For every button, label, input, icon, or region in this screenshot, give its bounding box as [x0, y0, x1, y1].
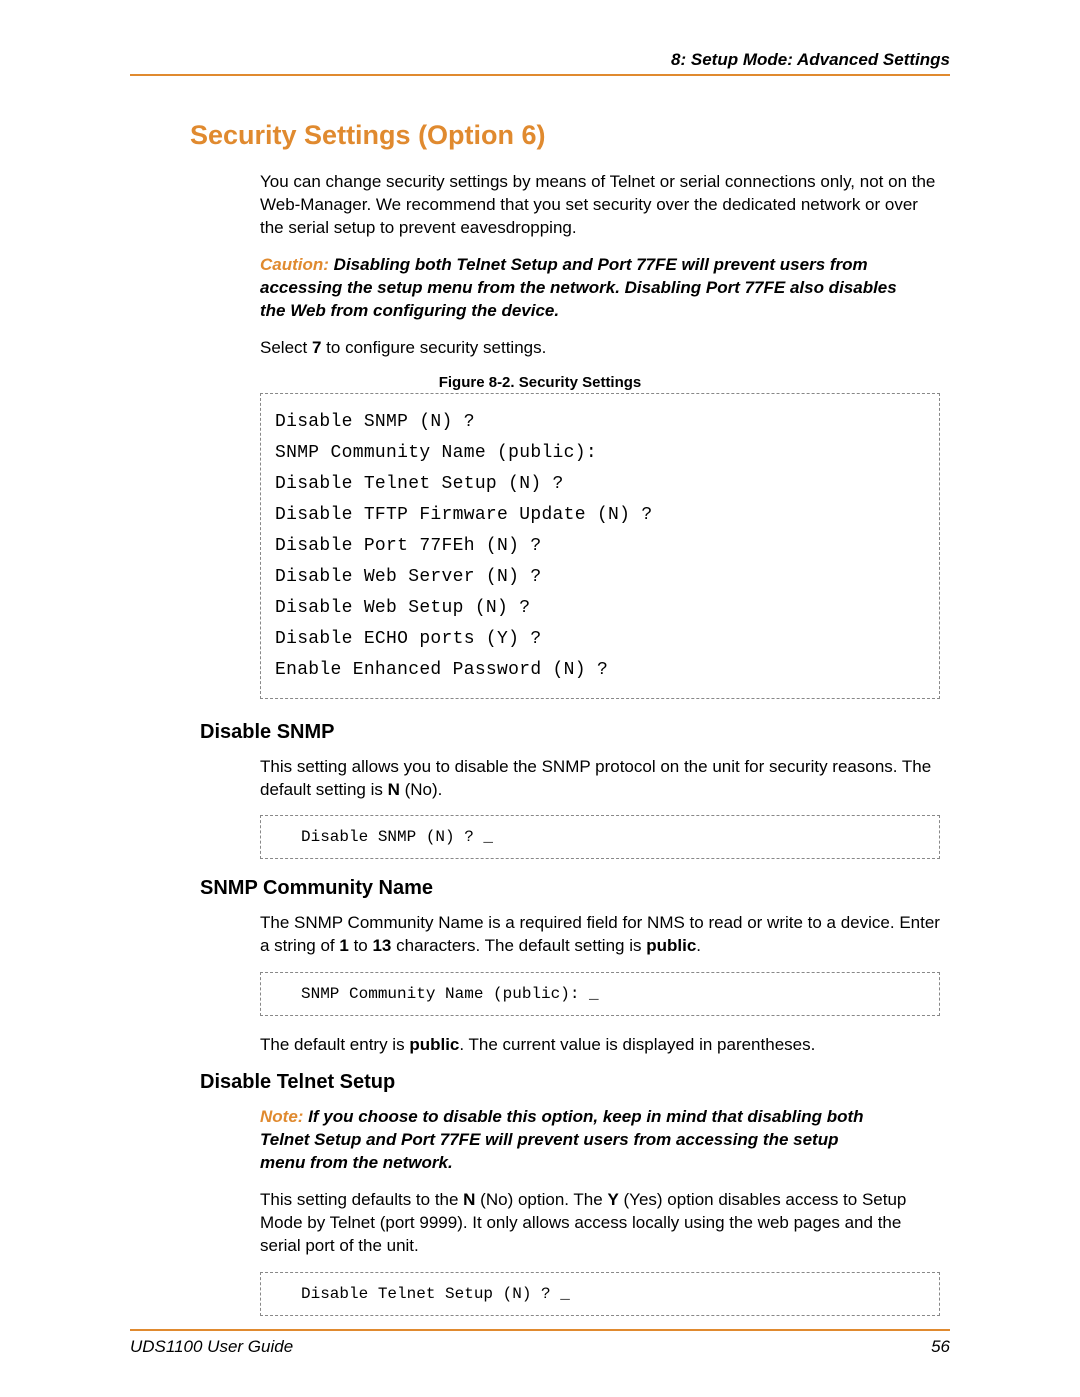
- figure-line: Disable Port 77FEh (N) ?: [275, 536, 921, 556]
- figure-line: SNMP Community Name (public):: [275, 443, 921, 463]
- figure-caption: Figure 8-2. Security Settings: [130, 374, 950, 391]
- prompt-disable-snmp: Disable SNMP (N) ? _: [260, 815, 940, 859]
- text: . The current value is displayed in pare…: [459, 1035, 815, 1054]
- select-instruction: Select 7 to configure security settings.: [260, 337, 940, 360]
- text: This setting defaults to the: [260, 1190, 463, 1209]
- intro-paragraph: You can change security settings by mean…: [260, 171, 940, 240]
- text: .: [696, 936, 701, 955]
- note-text: If you choose to disable this option, ke…: [260, 1107, 864, 1172]
- text: (No) option. The: [475, 1190, 607, 1209]
- bold-n: N: [463, 1190, 475, 1209]
- document-page: 8: Setup Mode: Advanced Settings Securit…: [0, 0, 1080, 1397]
- figure-line: Disable ECHO ports (Y) ?: [275, 629, 921, 649]
- text: (No).: [400, 780, 443, 799]
- subheading-disable-snmp: Disable SNMP: [200, 721, 950, 744]
- bold-1: 1: [339, 936, 348, 955]
- disable-snmp-para: This setting allows you to disable the S…: [260, 756, 940, 802]
- figure-line: Disable Telnet Setup (N) ?: [275, 474, 921, 494]
- main-heading: Security Settings (Option 6): [190, 120, 950, 151]
- bold-public: public: [646, 936, 696, 955]
- note-block: Note: If you choose to disable this opti…: [260, 1106, 870, 1175]
- bold-y: Y: [607, 1190, 618, 1209]
- caution-block: Caution: Disabling both Telnet Setup and…: [260, 254, 920, 323]
- bold-13: 13: [372, 936, 391, 955]
- prompt-snmp-community: SNMP Community Name (public): _: [260, 972, 940, 1016]
- page-footer: UDS1100 User Guide 56: [130, 1329, 950, 1357]
- select-pre: Select: [260, 338, 312, 357]
- text: This setting allows you to disable the S…: [260, 757, 931, 799]
- snmp-community-after: The default entry is public. The current…: [260, 1034, 940, 1057]
- footer-page-number: 56: [931, 1337, 950, 1357]
- figure-line: Disable SNMP (N) ?: [275, 412, 921, 432]
- caution-text: Disabling both Telnet Setup and Port 77F…: [260, 255, 897, 320]
- header-chapter-title: 8: Setup Mode: Advanced Settings: [671, 50, 950, 69]
- caution-label: Caution:: [260, 255, 329, 274]
- bold-n: N: [388, 780, 400, 799]
- bold-public: public: [409, 1035, 459, 1054]
- figure-line: Disable Web Server (N) ?: [275, 567, 921, 587]
- footer-guide-title: UDS1100 User Guide: [130, 1337, 293, 1357]
- subheading-disable-telnet: Disable Telnet Setup: [200, 1071, 950, 1094]
- figure-line: Disable Web Setup (N) ?: [275, 598, 921, 618]
- figure-box: Disable SNMP (N) ? SNMP Community Name (…: [260, 393, 940, 699]
- text: characters. The default setting is: [391, 936, 646, 955]
- page-header: 8: Setup Mode: Advanced Settings: [130, 50, 950, 76]
- text: to: [349, 936, 373, 955]
- figure-line: Disable TFTP Firmware Update (N) ?: [275, 505, 921, 525]
- subheading-snmp-community: SNMP Community Name: [200, 877, 950, 900]
- figure-line: Enable Enhanced Password (N) ?: [275, 660, 921, 680]
- disable-telnet-para: This setting defaults to the N (No) opti…: [260, 1189, 940, 1258]
- select-post: to configure security settings.: [321, 338, 546, 357]
- snmp-community-para: The SNMP Community Name is a required fi…: [260, 912, 940, 958]
- text: The default entry is: [260, 1035, 409, 1054]
- note-label: Note:: [260, 1107, 303, 1126]
- prompt-disable-telnet: Disable Telnet Setup (N) ? _: [260, 1272, 940, 1316]
